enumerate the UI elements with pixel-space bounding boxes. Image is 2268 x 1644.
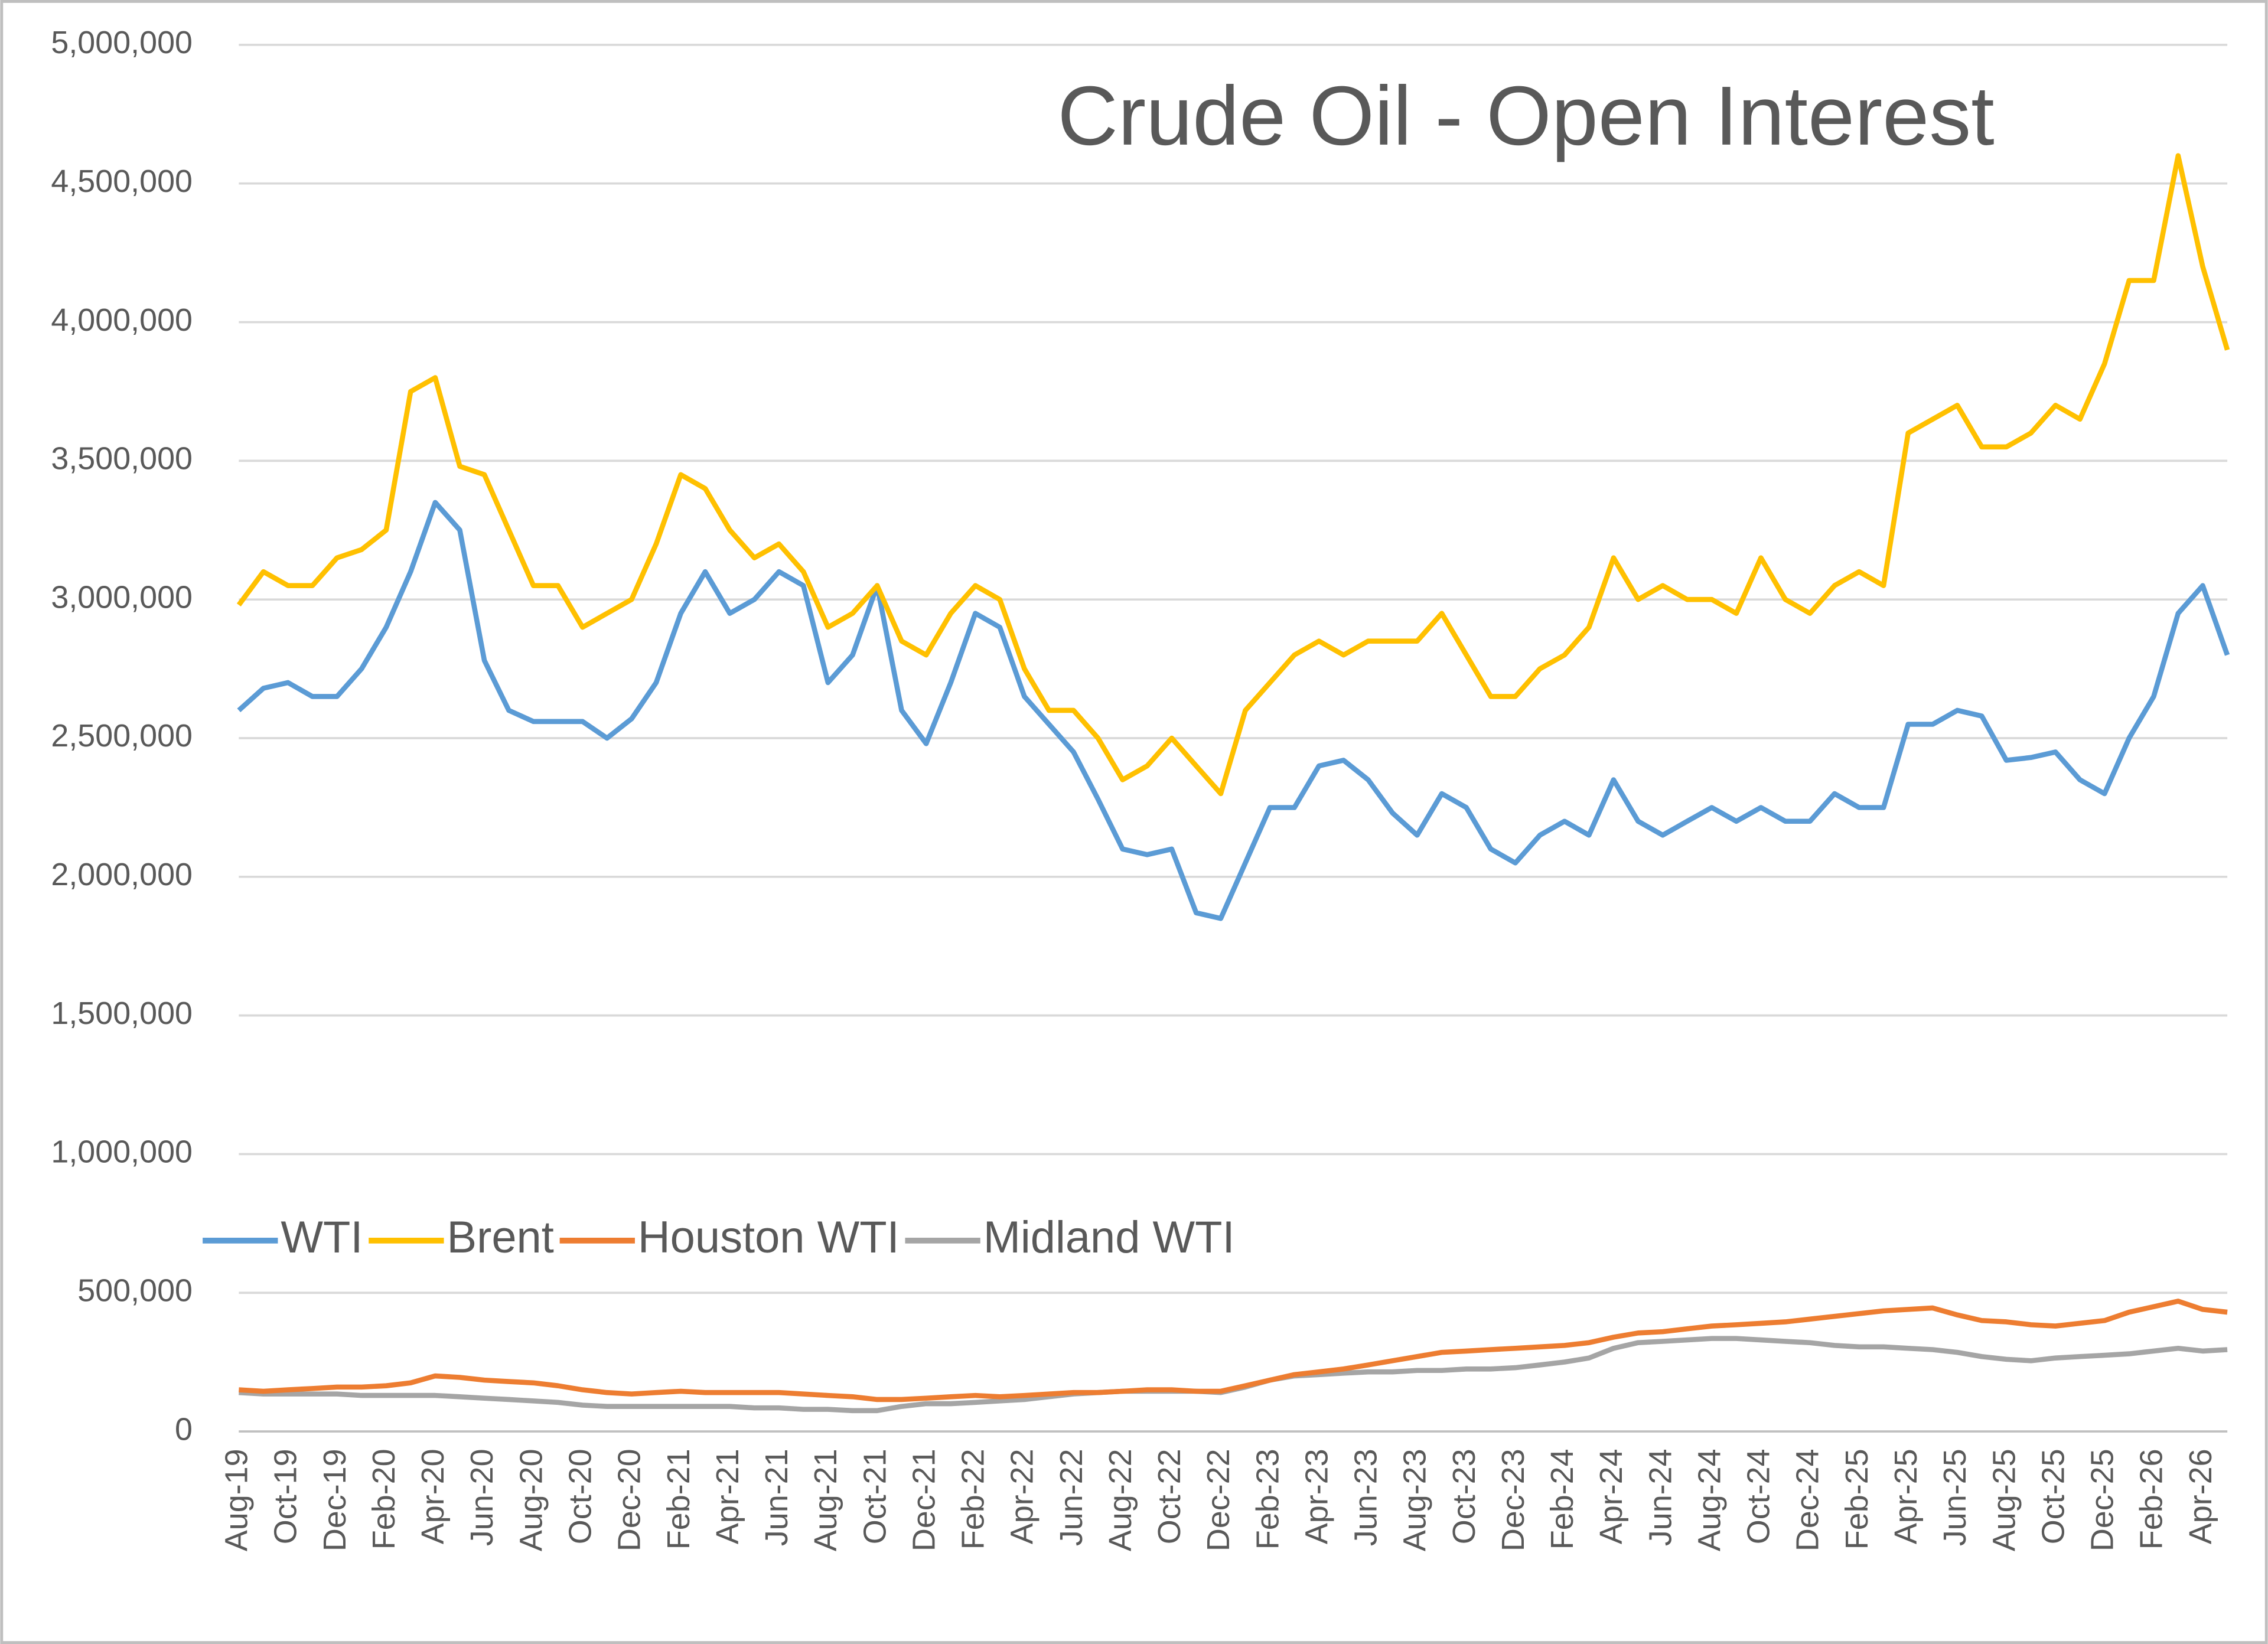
x-tick-label: Aug-20 (513, 1449, 549, 1551)
x-tick-label: Oct-19 (268, 1449, 304, 1544)
x-tick-label: Oct-22 (1152, 1449, 1187, 1544)
x-tick-label: Oct-25 (2035, 1449, 2071, 1544)
x-tick-label: Jun-22 (1054, 1449, 1089, 1546)
legend-label: WTI (281, 1212, 363, 1263)
plot (236, 153, 2230, 1414)
x-tick-label: Aug-22 (1103, 1449, 1138, 1551)
x-tick-label: Dec-23 (1495, 1449, 1531, 1551)
x-tick-label: Feb-21 (661, 1449, 696, 1550)
series-line (239, 1299, 2228, 1402)
x-tick-label: Oct-21 (857, 1449, 892, 1544)
y-tick-label: 0 (175, 1411, 193, 1447)
y-tick-label: 3,500,000 (51, 441, 193, 477)
x-tick-label: Aug-25 (1986, 1449, 2022, 1551)
grid (239, 44, 2228, 1433)
x-tick-label: Jun-20 (464, 1449, 500, 1546)
x-tick-label: Apr-23 (1299, 1449, 1334, 1544)
legend-label: Brent (447, 1212, 553, 1263)
legend-label: Midland WTI (983, 1212, 1235, 1263)
x-tick-label: Apr-20 (415, 1449, 451, 1544)
x-tick-label: Dec-22 (1201, 1449, 1236, 1551)
x-tick-label: Feb-24 (1544, 1449, 1580, 1550)
y-tick-label: 1,000,000 (51, 1134, 193, 1170)
x-tick-label: Feb-22 (956, 1449, 991, 1550)
x-tick-label: Feb-26 (2134, 1449, 2169, 1550)
series-line (236, 153, 2230, 797)
labels: 0 500,000 1,000,000 1,500,000 2,000,000 2,500… (51, 25, 2218, 1551)
x-tick-label: Apr-21 (710, 1449, 745, 1544)
x-tick-label: Aug-21 (808, 1449, 843, 1551)
x-tick-label: Apr-26 (2183, 1449, 2218, 1544)
x-tick-label: Aug-19 (219, 1449, 255, 1551)
y-tick-label: 4,000,000 (51, 302, 193, 338)
legend-label: Houston WTI (638, 1212, 900, 1263)
y-tick-label: 500,000 (77, 1273, 193, 1308)
x-tick-label: Jun-21 (759, 1449, 794, 1546)
y-tick-label: 5,000,000 (51, 25, 193, 60)
x-tick-label: Apr-24 (1594, 1449, 1629, 1544)
x-tick-label: Dec-25 (2085, 1449, 2120, 1551)
x-tick-label: Dec-20 (612, 1449, 647, 1551)
x-tick-label: Feb-23 (1250, 1449, 1285, 1550)
x-tick-label: Jun-24 (1643, 1449, 1678, 1546)
series-line (237, 500, 2230, 921)
x-tick-label: Oct-20 (562, 1449, 598, 1544)
x-tick-label: Oct-23 (1446, 1449, 1482, 1544)
x-tick-label: Feb-20 (366, 1449, 402, 1550)
x-tick-label: Jun-23 (1348, 1449, 1384, 1546)
x-tick-label: Apr-25 (1888, 1449, 1924, 1544)
x-tick-label: Dec-21 (906, 1449, 941, 1551)
x-tick-label: Apr-22 (1005, 1449, 1040, 1544)
x-tick-label: Dec-24 (1790, 1449, 1826, 1551)
x-tick-label: Jun-25 (1937, 1449, 1973, 1546)
y-tick-label: 4,500,000 (51, 164, 193, 199)
x-tick-label: Aug-24 (1692, 1449, 1727, 1551)
x-tick-label: Dec-19 (317, 1449, 353, 1551)
x-tick-label: Feb-25 (1839, 1449, 1875, 1550)
y-tick-label: 1,500,000 (51, 996, 193, 1031)
y-tick-label: 3,000,000 (51, 579, 193, 615)
chart-title: Crude Oil - Open Interest (1057, 69, 1994, 163)
x-tick-label: Aug-23 (1397, 1449, 1433, 1551)
y-tick-label: 2,500,000 (51, 718, 193, 754)
x-tick-label: Oct-24 (1741, 1449, 1777, 1544)
y-tick-label: 2,000,000 (51, 857, 193, 892)
